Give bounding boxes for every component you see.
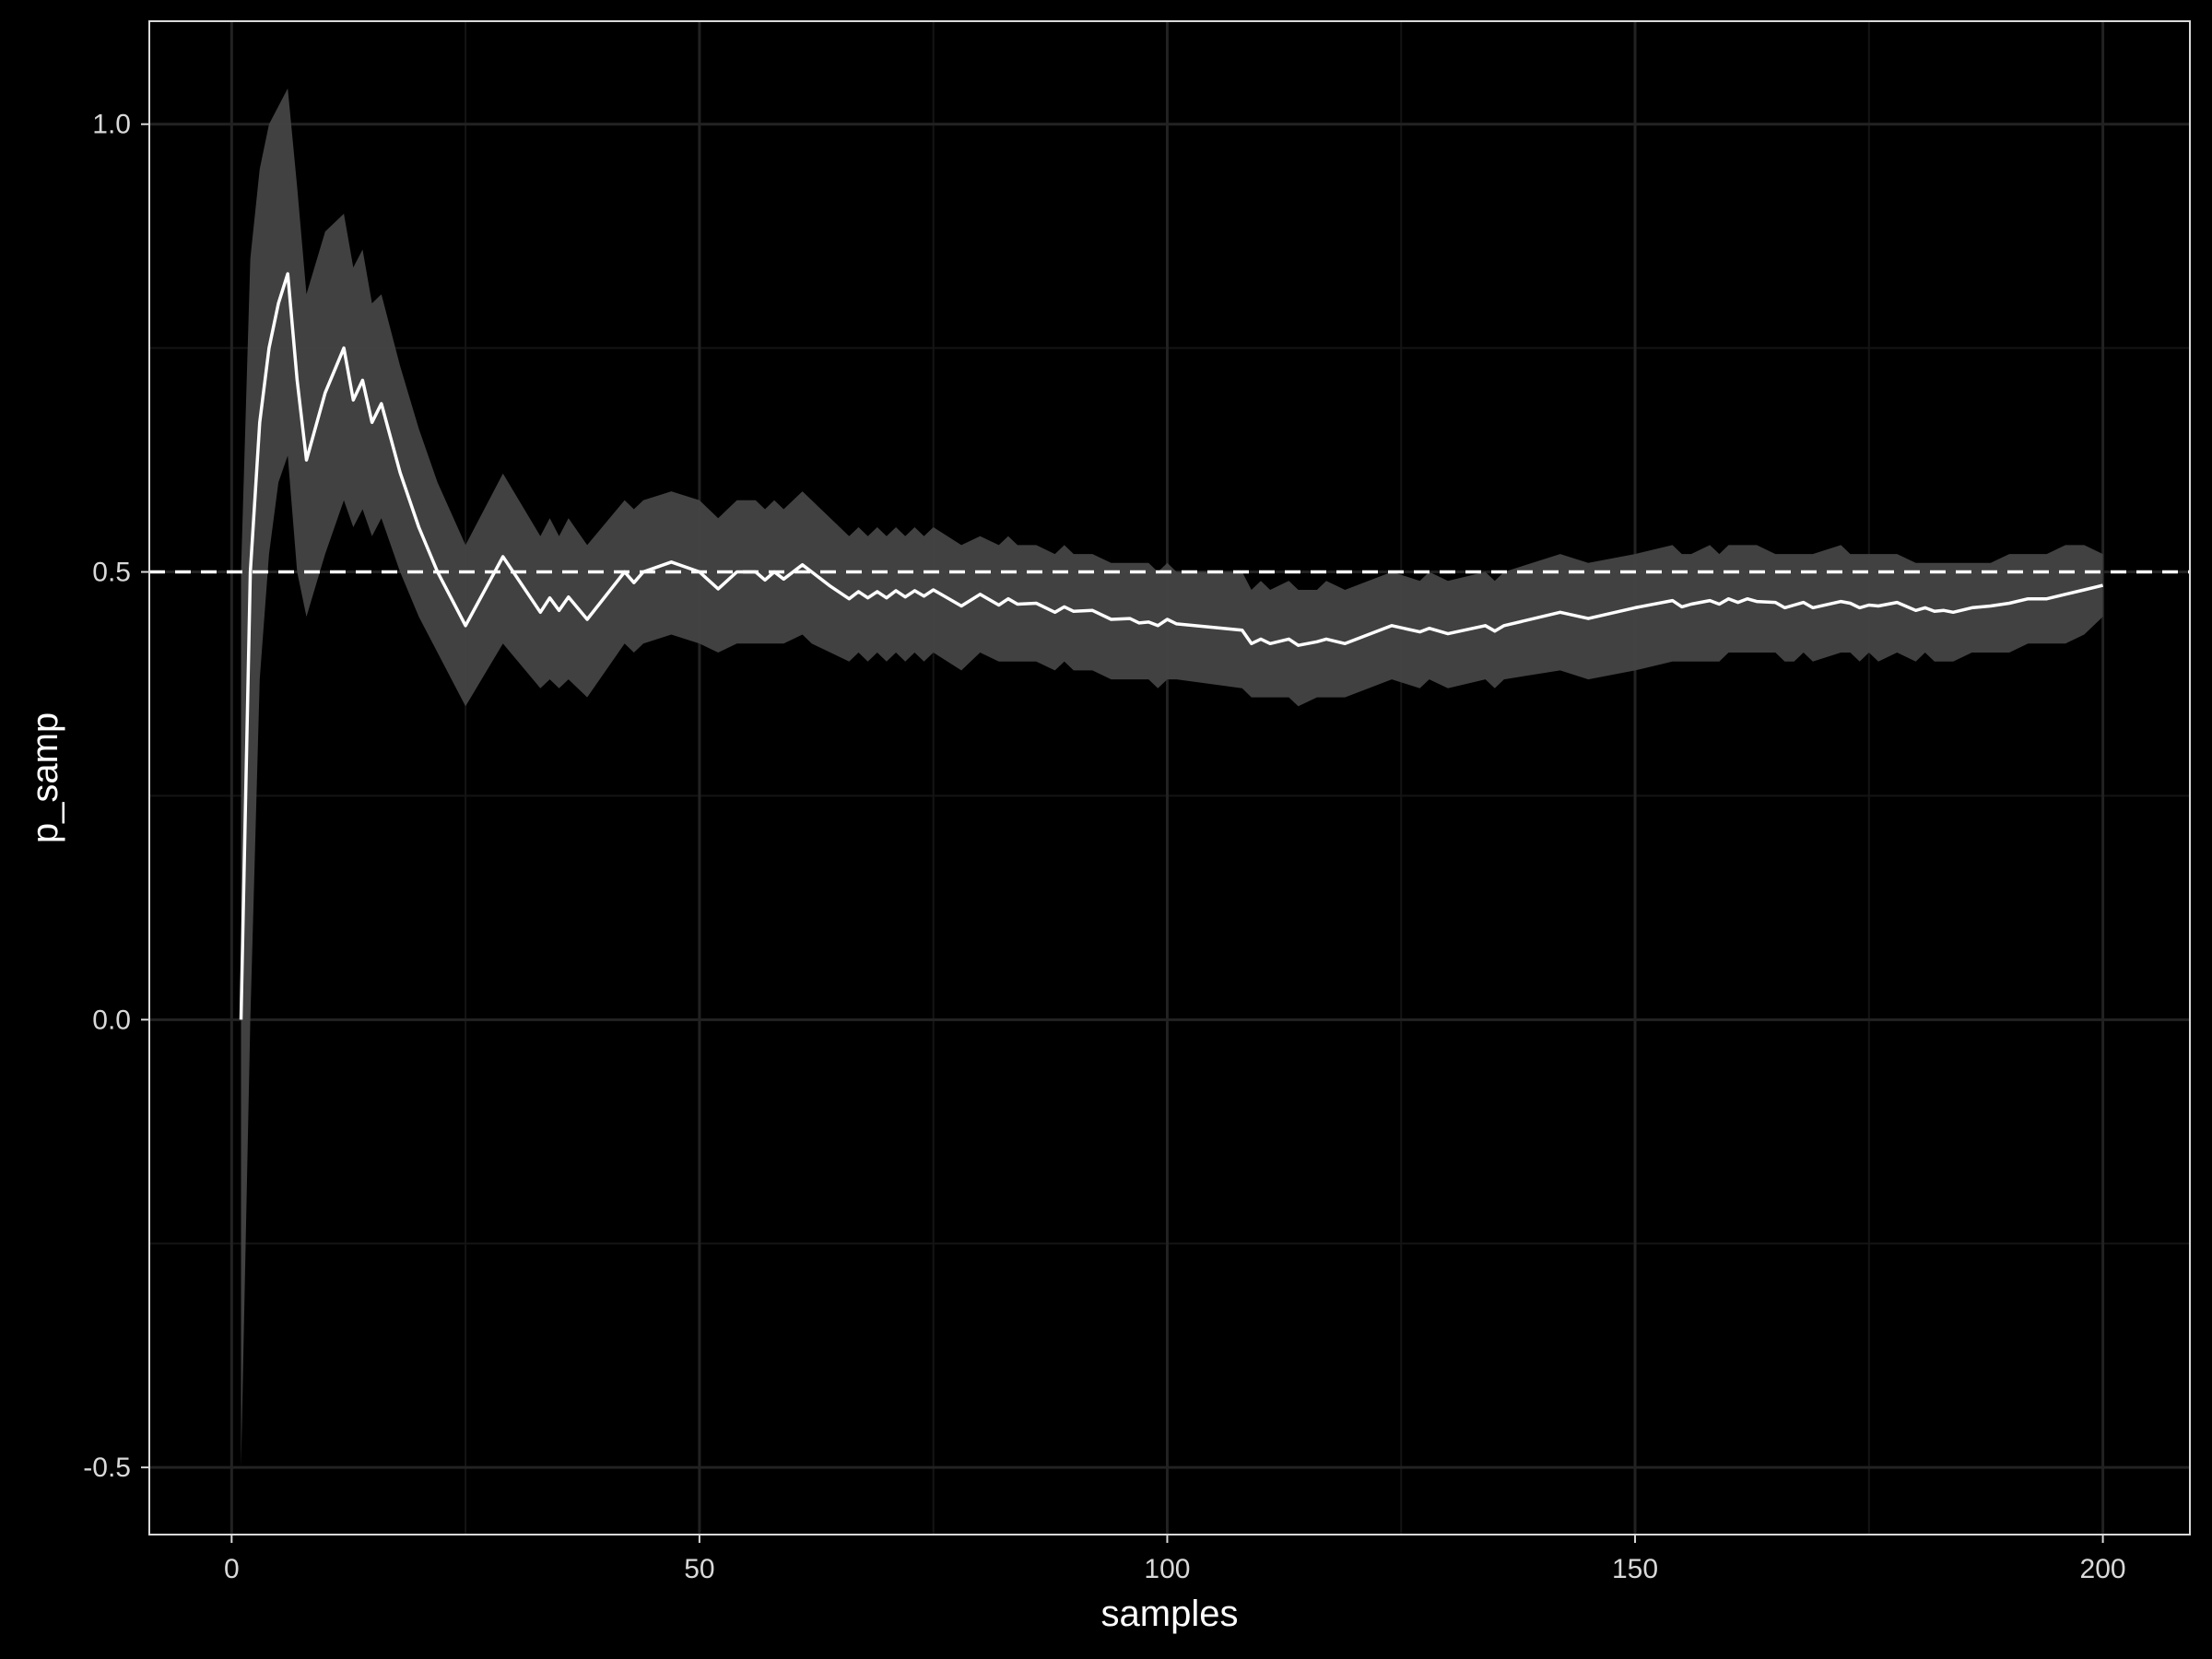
y-tick-label: -0.5: [83, 1453, 131, 1483]
x-tick-label: 50: [684, 1554, 714, 1584]
y-axis: -0.5 0.0 0.5 1.0: [83, 110, 149, 1483]
y-tick-label: 1.0: [92, 110, 131, 140]
x-tick-label: 0: [224, 1554, 240, 1584]
x-tick-label: 150: [1612, 1554, 1658, 1584]
x-tick-label: 200: [2080, 1554, 2126, 1584]
series-line: [239, 272, 2104, 1020]
y-axis-title: p_samp: [25, 712, 65, 843]
y-tick-label: 0.5: [92, 558, 131, 588]
y-tick-label: 0.0: [92, 1005, 131, 1035]
panel-border: [148, 20, 2191, 1535]
minor-gridlines: [149, 21, 2190, 1535]
x-axis: 0 50 100 150 200: [224, 1535, 2126, 1584]
series-line-layer: [239, 272, 2104, 1020]
x-axis-title: samples: [1101, 1594, 1239, 1634]
x-tick-label: 100: [1144, 1554, 1190, 1584]
